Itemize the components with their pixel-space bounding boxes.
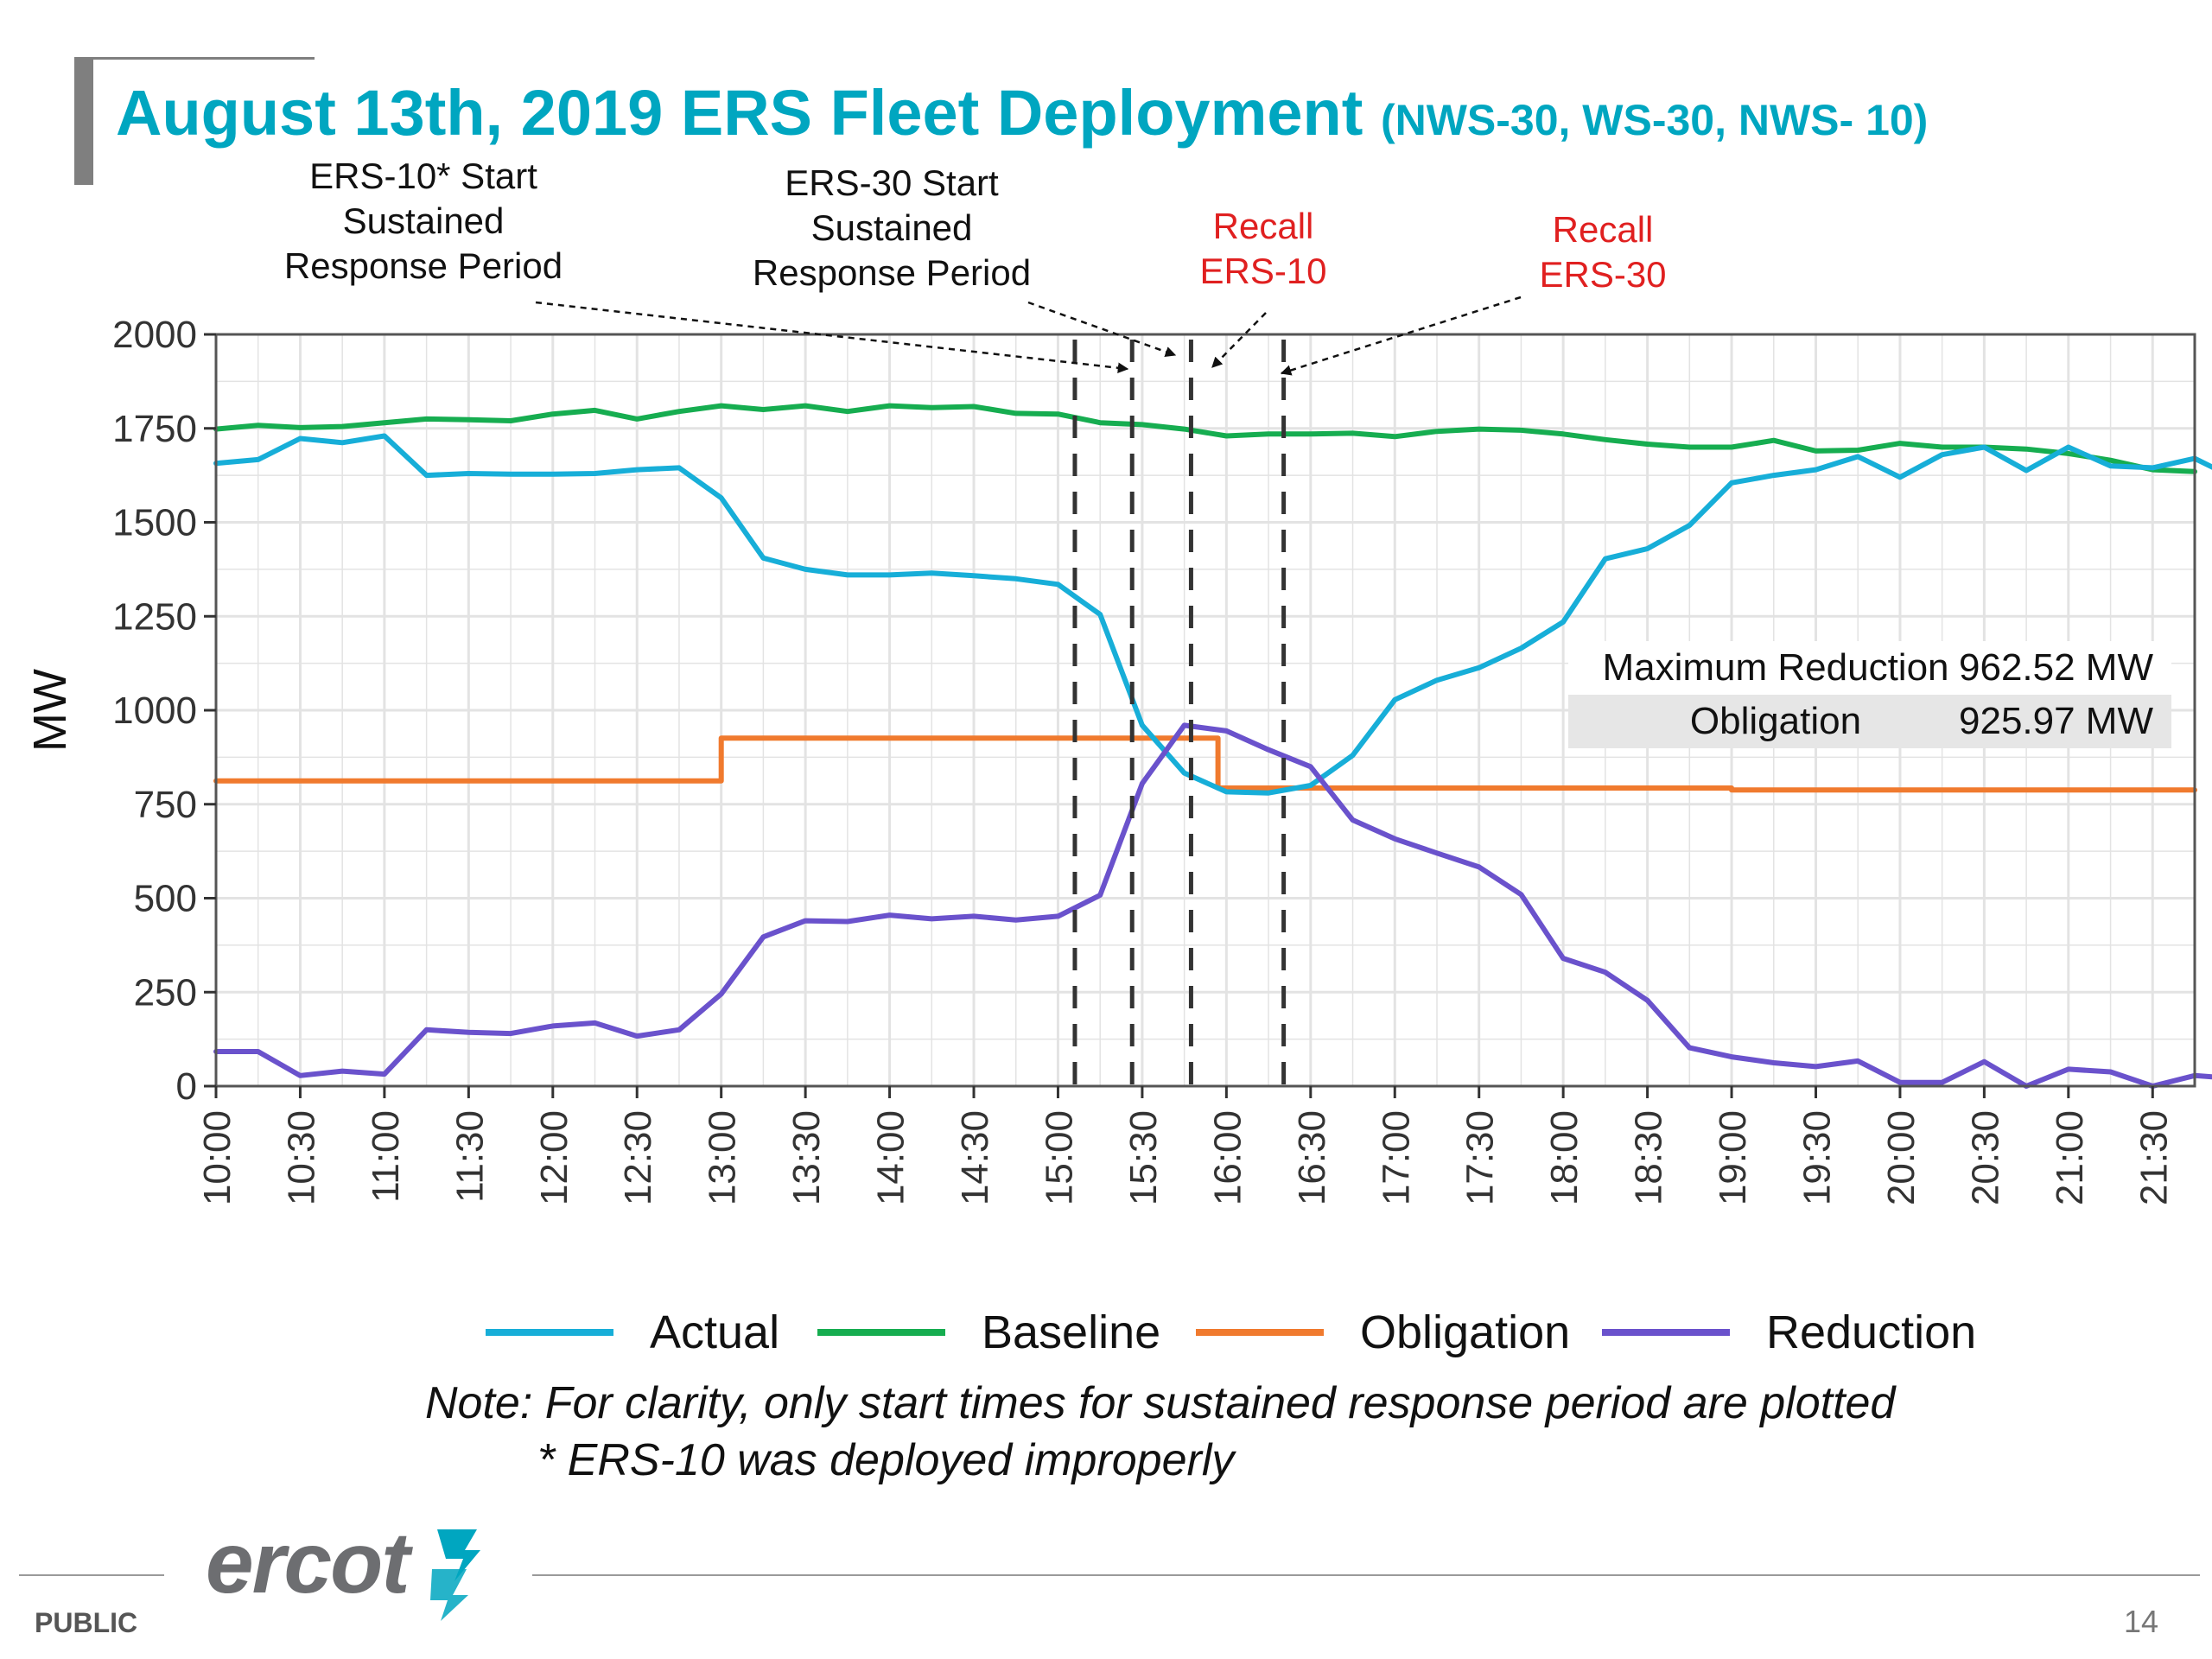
y-tick-label: 250 bbox=[134, 971, 197, 1014]
x-tick-label: 14:00 bbox=[870, 1110, 912, 1205]
ercot-logo-text: ercot bbox=[206, 1515, 410, 1611]
x-tick-label: 10:30 bbox=[280, 1110, 322, 1205]
footer-public-label: PUBLIC bbox=[35, 1607, 138, 1638]
note-line-2: * ERS-10 was deployed improperly bbox=[537, 1435, 1235, 1485]
y-tick-label: 1750 bbox=[112, 408, 197, 450]
footer-line-right bbox=[532, 1574, 2200, 1576]
x-tick-label: 21:30 bbox=[2133, 1110, 2175, 1205]
chart: 0 250 500 750 1000 1250 1500 1750 2000 MW 10:00 10:… bbox=[24, 156, 2212, 1358]
y-tick-label: 1500 bbox=[112, 502, 197, 544]
legend-label-reduction: Reduction bbox=[1766, 1306, 1976, 1358]
annotation-text: Sustained bbox=[811, 207, 973, 248]
x-tick-label: 11:30 bbox=[448, 1110, 491, 1203]
annotation-3: Recall ERS-10 bbox=[1199, 206, 1327, 368]
annotation-text: ERS-30 Start bbox=[785, 162, 999, 203]
x-tick-label: 12:00 bbox=[533, 1110, 575, 1205]
annotation-text: Sustained bbox=[343, 200, 505, 241]
annotation-arrow bbox=[1280, 296, 1522, 376]
annotation-text: Recall bbox=[1213, 206, 1314, 246]
y-tick-label: 0 bbox=[176, 1065, 197, 1108]
x-tick-label: 18:00 bbox=[1543, 1110, 1586, 1205]
summary-row-bg bbox=[1568, 641, 2171, 695]
legend: Actual Baseline Obligation Reduction bbox=[486, 1306, 1976, 1358]
summary-label: Maximum Reduction bbox=[1602, 646, 1948, 689]
summary-value: 962.52 MW bbox=[1959, 646, 2153, 689]
annotation-text: Response Period bbox=[753, 252, 1031, 293]
x-tick-label: 15:30 bbox=[1122, 1110, 1165, 1205]
x-tick-label: 16:30 bbox=[1291, 1110, 1333, 1205]
x-tick-label: 13:00 bbox=[702, 1110, 744, 1205]
x-tick-label: 19:30 bbox=[1796, 1110, 1838, 1205]
series-line-baseline bbox=[213, 403, 2197, 474]
y-tick-label: 1000 bbox=[112, 690, 197, 732]
x-tick-label: 14:30 bbox=[954, 1110, 996, 1205]
x-tick-label: 13:30 bbox=[785, 1110, 828, 1205]
annotation-arrow bbox=[535, 301, 1129, 373]
title-top-line bbox=[74, 57, 315, 60]
x-tick-label: 17:30 bbox=[1459, 1110, 1502, 1205]
x-tick-label: 20:00 bbox=[1880, 1110, 1923, 1205]
x-tick-label: 16:00 bbox=[1206, 1110, 1249, 1205]
legend-label-actual: Actual bbox=[650, 1306, 779, 1358]
footer-line-left bbox=[19, 1574, 164, 1576]
y-tick-label: 500 bbox=[134, 878, 197, 920]
x-tick-label: 12:30 bbox=[617, 1110, 659, 1205]
annotation-text: ERS-30 bbox=[1539, 254, 1666, 295]
title-main: August 13th, 2019 ERS Fleet Deployment bbox=[116, 77, 1363, 149]
x-tick-label: 19:00 bbox=[1712, 1110, 1754, 1205]
x-tick-label: 21:00 bbox=[2049, 1110, 2091, 1205]
x-tick-label: 18:30 bbox=[1628, 1110, 1670, 1205]
summary-label: Obligation bbox=[1690, 700, 1861, 742]
note-line-1: Note: For clarity, only start times for … bbox=[425, 1378, 1896, 1428]
title-accent-bar bbox=[74, 57, 93, 185]
x-tick-label: 10:00 bbox=[196, 1110, 238, 1205]
x-tick-label: 17:00 bbox=[1375, 1110, 1417, 1205]
series-line-obligation bbox=[213, 735, 2197, 793]
series-line-reduction bbox=[213, 722, 2212, 1089]
x-tick-label: 15:00 bbox=[1038, 1110, 1080, 1205]
annotation-arrow bbox=[1027, 301, 1177, 358]
title-sub: (NWS-30, WS-30, NWS- 10) bbox=[1380, 96, 1929, 144]
series-line-actual bbox=[213, 433, 2212, 796]
summary-row-bg bbox=[1568, 695, 2171, 748]
annotation-text: Response Period bbox=[284, 245, 563, 286]
annotation-text: ERS-10* Start bbox=[309, 156, 537, 196]
legend-label-baseline: Baseline bbox=[982, 1306, 1160, 1358]
legend-label-obligation: Obligation bbox=[1360, 1306, 1570, 1358]
ercot-logo-icon bbox=[430, 1529, 480, 1621]
y-tick-label: 2000 bbox=[112, 314, 197, 356]
slide-title: August 13th, 2019 ERS Fleet Deployment (… bbox=[116, 76, 1928, 149]
x-tick-label: 20:30 bbox=[1964, 1110, 2006, 1205]
annotation-text: Recall bbox=[1553, 209, 1654, 250]
y-tick-label: 750 bbox=[134, 784, 197, 826]
y-axis-label: MW bbox=[24, 669, 76, 752]
summary-table: Maximum Reduction 962.52 MW Obligation 925.… bbox=[1568, 641, 2171, 748]
annotation-text: ERS-10 bbox=[1199, 251, 1326, 291]
page-number: 14 bbox=[2123, 1604, 2158, 1639]
x-tick-label: 11:00 bbox=[365, 1110, 407, 1203]
y-tick-label: 1250 bbox=[112, 595, 197, 638]
annotation-arrow bbox=[1211, 312, 1267, 368]
summary-value: 925.97 MW bbox=[1959, 700, 2153, 742]
